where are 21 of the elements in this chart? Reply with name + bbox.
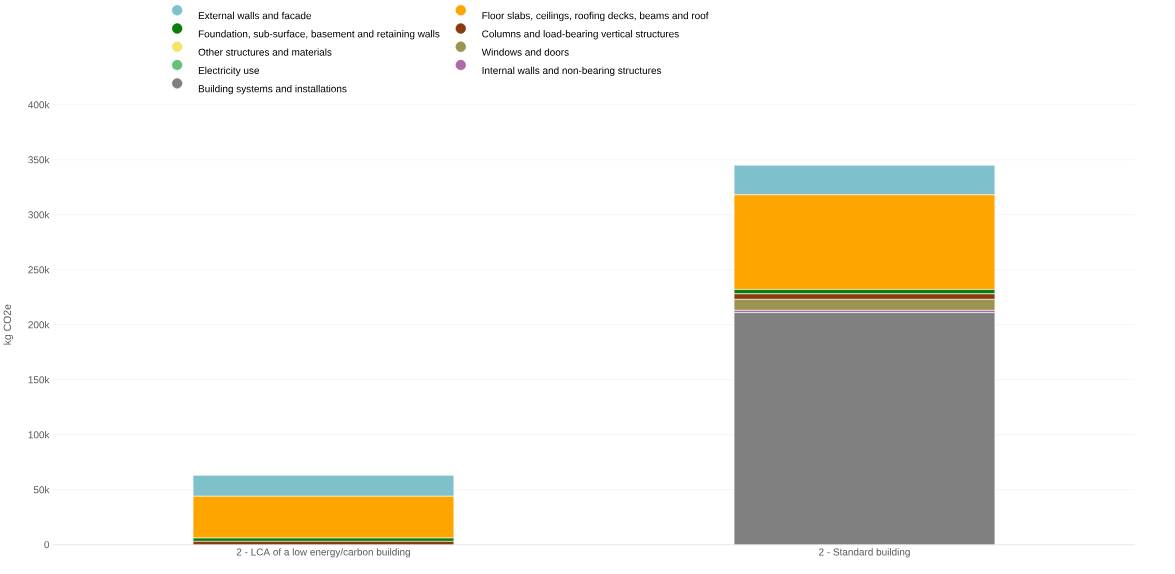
y-tick-label: 300k xyxy=(28,210,50,219)
legend-label: Other structures and materials xyxy=(198,48,332,56)
y-tick-label: 100k xyxy=(28,430,50,439)
legend-label: Columns and load-bearing vertical structures xyxy=(482,29,679,40)
legend-label: Building systems and installations xyxy=(198,84,347,95)
legend-label: Floor slabs, ceilings, roofing decks, beams and roof xyxy=(482,11,709,21)
legend-label: Windows and doors xyxy=(481,48,569,56)
y-tick-label: 50k xyxy=(33,485,50,494)
y-tick-label: 400k xyxy=(28,100,50,109)
legend-label: External walls and facade xyxy=(198,11,312,19)
y-tick-label: 350k xyxy=(28,155,50,164)
y-tick-label: 250k xyxy=(28,265,50,274)
y-tick-label: 200k xyxy=(28,320,50,329)
y-tick-label: 0 xyxy=(44,540,50,549)
x-tick-label: 2 - LCA of a low energy/carbon building xyxy=(236,548,410,558)
legend-label: Electricity use xyxy=(198,66,260,76)
legend-label: Internal walls and non-bearing structures xyxy=(482,66,662,76)
y-tick-label: 150k xyxy=(28,375,50,384)
legend-label: Foundation, sub-surface, basement and retaining walls xyxy=(198,29,440,40)
x-tick-label: 2 - Standard building xyxy=(819,548,910,558)
y-axis-title: kg CO2e xyxy=(3,304,14,345)
